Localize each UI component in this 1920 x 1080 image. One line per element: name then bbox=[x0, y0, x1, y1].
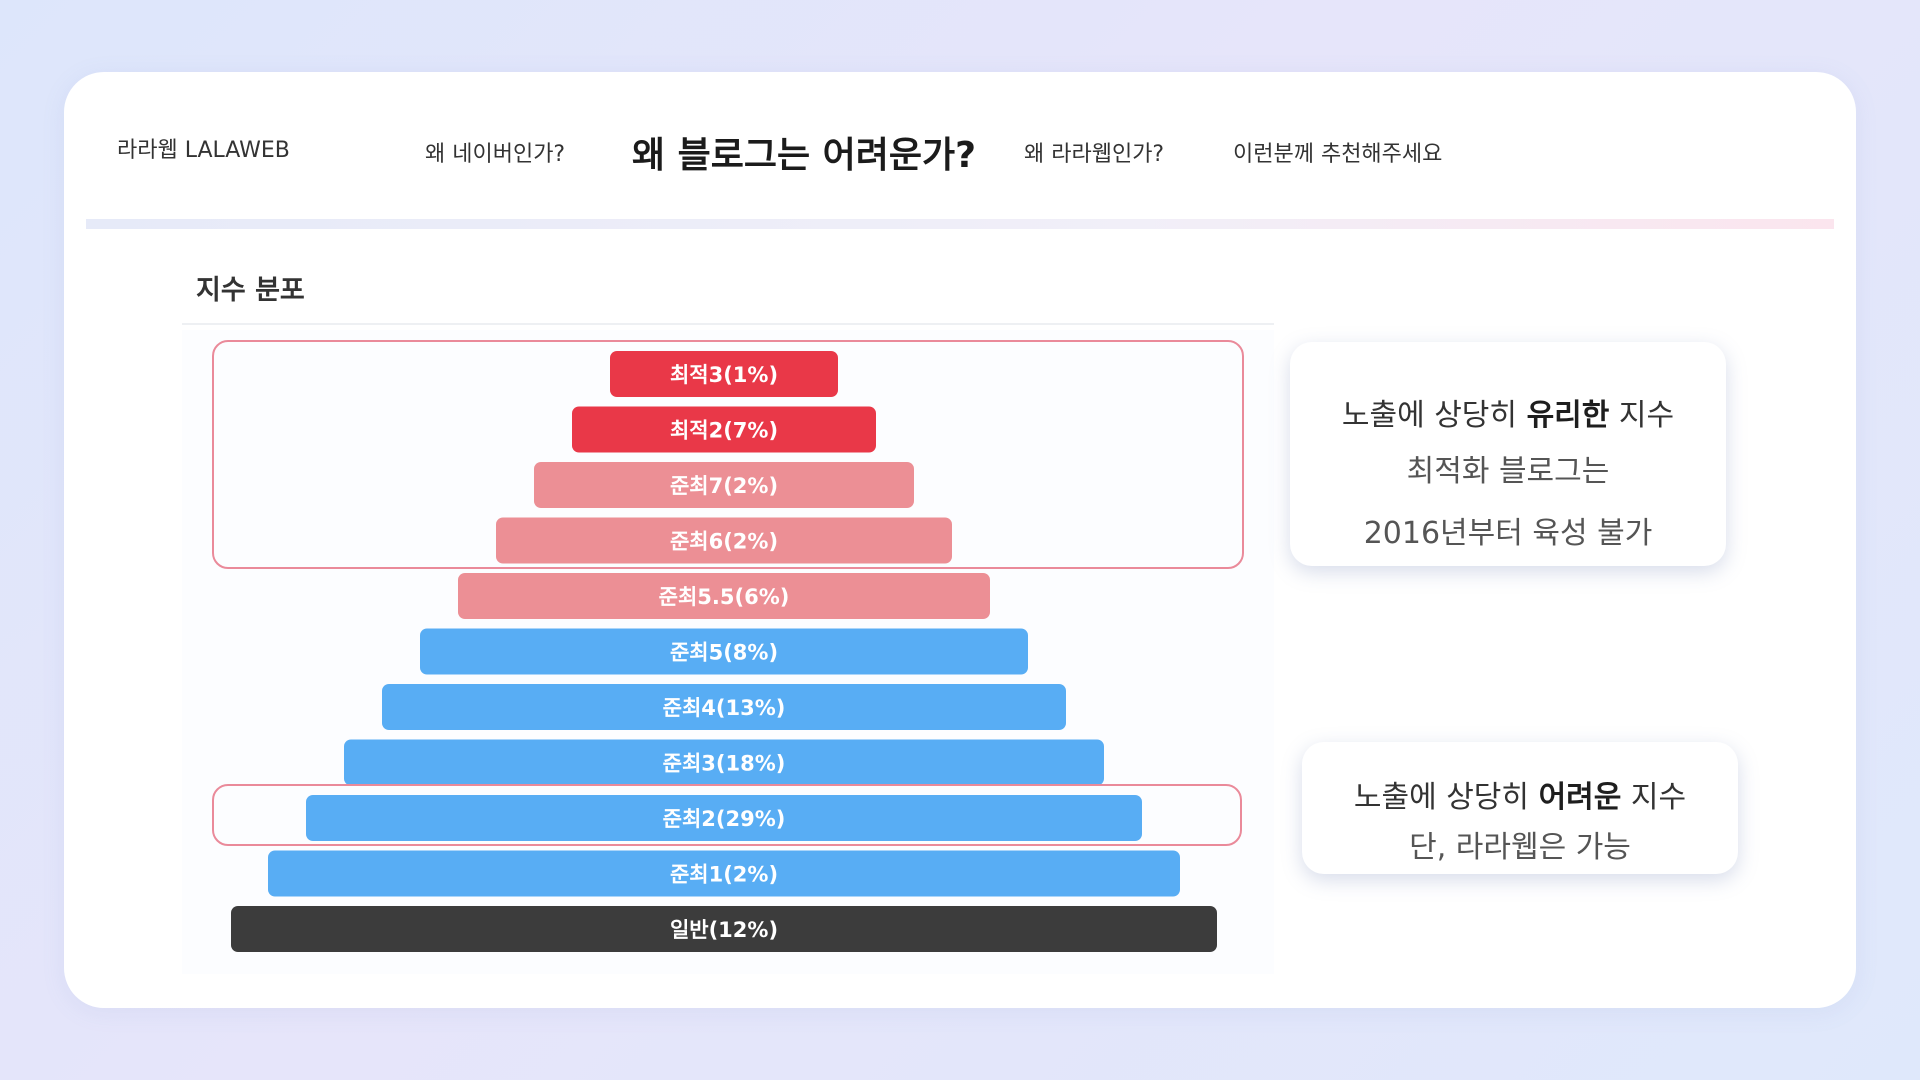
pyramid-bar-label-2: 준최7(2%) bbox=[670, 474, 778, 498]
section-rule bbox=[182, 323, 1274, 325]
pyramid-bar-label-5: 준최5(8%) bbox=[670, 641, 778, 665]
nav-link-why-naver[interactable]: 왜 네이버인가? bbox=[425, 142, 566, 167]
header-divider bbox=[86, 219, 1834, 229]
pyramid-bar-label-9: 준최1(2%) bbox=[670, 863, 778, 887]
pyramid-bar-3 bbox=[496, 517, 952, 564]
pyramid-bar-2 bbox=[534, 462, 914, 508]
pyramid-bar-0 bbox=[610, 351, 838, 397]
pyramid-bar-label-0: 최적3(1%) bbox=[670, 363, 778, 387]
pyramid-bar-6 bbox=[382, 684, 1066, 730]
pyramid-bar-1 bbox=[572, 406, 876, 453]
pyramid-bar-label-7: 준최3(18%) bbox=[663, 752, 786, 776]
pyramid-bar-label-1: 최적2(7%) bbox=[670, 419, 778, 443]
pyramid-bar-7 bbox=[344, 739, 1104, 786]
callout-favorable-line2: 최적화 블로그는 bbox=[1406, 454, 1610, 489]
callout-difficult: 노출에 상당히 어려운 지수 단, 라라웹은 가능 bbox=[1302, 742, 1738, 874]
pyramid-bar-label-6: 준최4(13%) bbox=[663, 696, 786, 720]
callout-difficult-line1: 노출에 상당히 어려운 지수 bbox=[1353, 780, 1687, 815]
callout-favorable: 노출에 상당히 유리한 지수 최적화 블로그는 2016년부터 육성 불가 bbox=[1290, 342, 1726, 566]
section-title: 지수 분포 bbox=[196, 275, 305, 306]
brand-logo[interactable]: 라라웹 LALAWEB bbox=[117, 138, 290, 163]
pyramid-bar-8 bbox=[306, 795, 1142, 841]
pyramid-bar-label-4: 준최5.5(6%) bbox=[659, 585, 790, 609]
pyramid-bar-label-10: 일반(12%) bbox=[670, 918, 778, 942]
callout-favorable-line1: 노출에 상당히 유리한 지수 bbox=[1341, 398, 1675, 433]
pyramid-bar-label-8: 준최2(29%) bbox=[663, 807, 786, 831]
pyramid-bar-9 bbox=[268, 850, 1180, 897]
nav-link-recommend[interactable]: 이런분께 추천해주세요 bbox=[1233, 142, 1443, 167]
highlight-box-top bbox=[212, 340, 1244, 569]
callout-favorable-line3: 2016년부터 육성 불가 bbox=[1363, 516, 1653, 551]
pyramid-bar-10 bbox=[231, 906, 1217, 952]
highlight-box-jun2 bbox=[212, 784, 1242, 846]
pyramid-bar-label-3: 준최6(2%) bbox=[670, 530, 778, 554]
nav-link-why-lalaweb[interactable]: 왜 라라웹인가? bbox=[1024, 142, 1165, 167]
pyramid-bar-5 bbox=[420, 628, 1028, 675]
callout-difficult-line2: 단, 라라웹은 가능 bbox=[1409, 830, 1631, 865]
nav-link-why-blog-hard[interactable]: 왜 블로그는 어려운가? bbox=[632, 135, 977, 176]
pyramid-bar-4 bbox=[458, 573, 990, 619]
